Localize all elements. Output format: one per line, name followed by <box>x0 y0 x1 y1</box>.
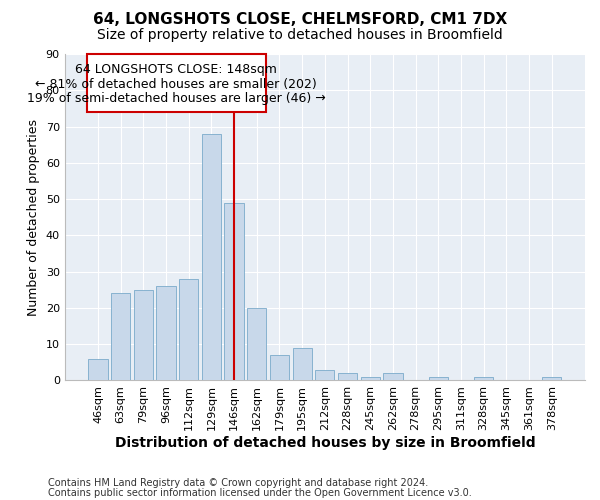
Bar <box>270 355 289 380</box>
Bar <box>88 358 107 380</box>
Bar <box>134 290 153 380</box>
Bar <box>428 377 448 380</box>
Bar <box>383 373 403 380</box>
Text: 64 LONGSHOTS CLOSE: 148sqm: 64 LONGSHOTS CLOSE: 148sqm <box>75 63 277 76</box>
Bar <box>315 370 334 380</box>
Bar <box>338 373 357 380</box>
Bar <box>247 308 266 380</box>
Bar <box>202 134 221 380</box>
Text: ← 81% of detached houses are smaller (202): ← 81% of detached houses are smaller (20… <box>35 78 317 90</box>
Text: Contains HM Land Registry data © Crown copyright and database right 2024.: Contains HM Land Registry data © Crown c… <box>48 478 428 488</box>
Bar <box>111 294 130 380</box>
Bar <box>86 54 266 112</box>
Bar <box>542 377 562 380</box>
Text: 64, LONGSHOTS CLOSE, CHELMSFORD, CM1 7DX: 64, LONGSHOTS CLOSE, CHELMSFORD, CM1 7DX <box>93 12 507 28</box>
Y-axis label: Number of detached properties: Number of detached properties <box>27 118 40 316</box>
Bar <box>224 202 244 380</box>
Bar <box>361 377 380 380</box>
Bar <box>474 377 493 380</box>
Text: 19% of semi-detached houses are larger (46) →: 19% of semi-detached houses are larger (… <box>27 92 326 105</box>
Text: Contains public sector information licensed under the Open Government Licence v3: Contains public sector information licen… <box>48 488 472 498</box>
X-axis label: Distribution of detached houses by size in Broomfield: Distribution of detached houses by size … <box>115 436 535 450</box>
Bar <box>157 286 176 380</box>
Text: Size of property relative to detached houses in Broomfield: Size of property relative to detached ho… <box>97 28 503 42</box>
Bar <box>179 279 199 380</box>
Bar <box>293 348 312 380</box>
